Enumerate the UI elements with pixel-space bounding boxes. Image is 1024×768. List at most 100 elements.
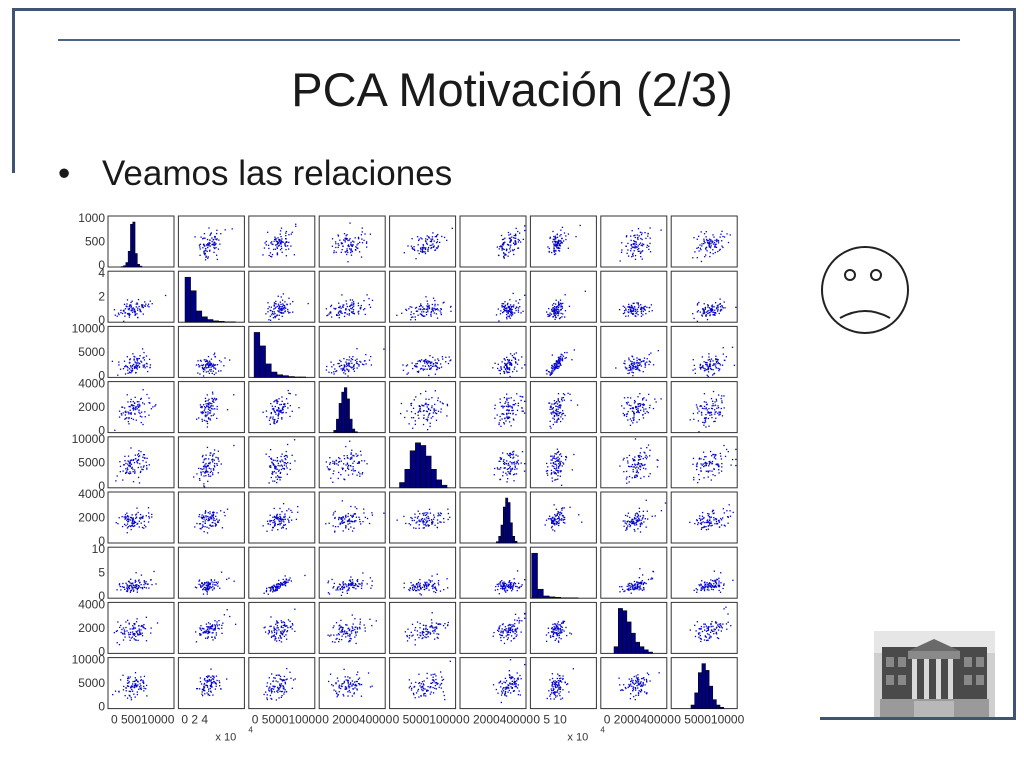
scatter-point [351, 245, 353, 248]
scatter-point [494, 404, 496, 406]
scatter-point [347, 468, 350, 470]
scatter-point [431, 522, 434, 524]
scatter-point [344, 470, 347, 472]
scatter-point [415, 589, 417, 592]
scatter-point [371, 514, 374, 516]
scatter-point [202, 412, 205, 414]
scatter-point [720, 407, 722, 410]
scatter-point [624, 360, 626, 362]
scatter-point [364, 516, 366, 519]
scatter-point [712, 360, 714, 362]
scatter-point [283, 306, 285, 309]
scatter-point [206, 250, 208, 253]
scatter-point [359, 583, 361, 585]
scatter-point [569, 506, 571, 508]
scatter-point [139, 415, 142, 417]
scatter-point [216, 405, 218, 408]
scatter-point [127, 468, 129, 471]
scatter-point [636, 519, 639, 521]
scatter-point [717, 360, 719, 362]
scatter-point [634, 365, 637, 367]
scatter-point [524, 400, 526, 403]
scatter-point [432, 412, 434, 414]
scatter-point [143, 584, 145, 586]
scatter-point [503, 462, 505, 465]
scatter-point [353, 521, 356, 523]
scatter-point [719, 364, 722, 366]
scatter-point [351, 582, 353, 584]
scatter-point [708, 246, 711, 248]
scatter-point [426, 242, 428, 244]
scatter-point [433, 240, 435, 242]
scatter-point [417, 244, 419, 246]
scatter-point [352, 462, 354, 464]
scatter-point [709, 414, 711, 416]
scatter-point [125, 411, 127, 414]
scatter-point [513, 304, 515, 306]
scatter-point [514, 233, 517, 235]
scatter-point [724, 455, 727, 458]
scatter-point [278, 469, 280, 471]
scatter-point [633, 358, 635, 361]
scatter-point [499, 583, 501, 585]
scatter-point [286, 241, 288, 244]
scatter-point [422, 308, 424, 311]
scatter-point [211, 372, 213, 375]
scatter-point [139, 518, 142, 520]
scatter-point [433, 516, 436, 518]
scatter-point [268, 254, 270, 257]
scatter-point [129, 525, 131, 527]
scatter-point [549, 518, 551, 520]
scatter-point [558, 317, 561, 320]
cell-frame [529, 270, 597, 323]
scatter-point [402, 364, 404, 366]
scatter-point [428, 589, 430, 591]
scatter-point [341, 517, 343, 520]
scatter-point [554, 244, 556, 247]
scatter-point [290, 509, 292, 512]
scatter-point [277, 409, 279, 411]
scatter-point [289, 303, 291, 305]
scatter-point [337, 589, 339, 591]
scatter-point [287, 310, 289, 313]
scatter-point [216, 408, 218, 410]
scatter-point [551, 455, 553, 457]
scatter-point [505, 363, 507, 365]
scatter-point [368, 359, 371, 361]
scatter-point [433, 312, 435, 314]
scatter-point [710, 525, 712, 527]
scatter-point [428, 236, 430, 238]
scatter-point [350, 241, 352, 244]
scatter-point [557, 362, 560, 365]
scatter-point [356, 361, 358, 363]
scatter-point [328, 522, 330, 524]
scatter-point [337, 306, 340, 309]
scatter-point [330, 361, 332, 363]
scatter-point [715, 400, 718, 402]
scatter-point [204, 525, 206, 528]
scatter-point [344, 369, 346, 371]
scatter-point [563, 240, 565, 242]
scatter-point [427, 416, 429, 418]
scatter-point [701, 243, 703, 245]
scatter-point [727, 450, 729, 453]
scatter-point [705, 315, 707, 317]
scatter-point [636, 421, 638, 423]
scatter-point [129, 471, 131, 473]
scatter-point [127, 460, 129, 462]
scatter-point [140, 584, 142, 586]
scatter-point [559, 420, 562, 423]
scatter-point [710, 239, 712, 241]
scatter-point [210, 405, 213, 407]
scatter-point [120, 589, 122, 591]
scatter-point [628, 366, 630, 369]
scatter-point [208, 462, 210, 465]
scatter-point [271, 405, 273, 407]
scatter-point [140, 522, 142, 524]
scatter-point [210, 579, 212, 582]
scatter-point [721, 466, 723, 468]
scatter-point [207, 512, 209, 514]
scatter-point [141, 586, 144, 589]
scatter-point [642, 243, 645, 246]
scatter-point [637, 403, 639, 406]
